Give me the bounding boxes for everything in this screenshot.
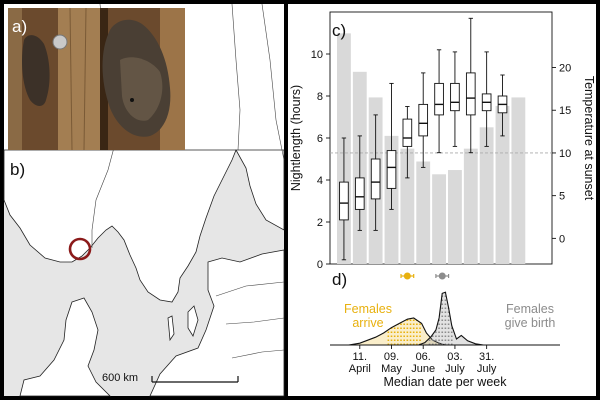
y-tick-label-left: 4: [317, 175, 323, 187]
x-tick-label-day: 09.: [384, 351, 399, 363]
y-tick-label-left: 8: [317, 91, 323, 103]
denmark-land: [19, 297, 111, 397]
y-axis-left: 0 2 4 6 8 10: [311, 49, 330, 271]
box-iqr: [339, 181, 349, 221]
x-tick-label-day: 31.: [479, 351, 494, 363]
x-tick-label-day: 03.: [447, 351, 462, 363]
baltic-borders: [215, 281, 285, 359]
y-tick-label-left: 6: [317, 133, 323, 145]
x-tick-label-month: July: [477, 363, 497, 375]
small-bat: [22, 35, 50, 106]
y-axis-right: 0 5 10 15 20: [552, 63, 571, 245]
y-tick-label-left: 2: [317, 217, 323, 229]
x-tick-label-month: July: [445, 363, 465, 375]
y-tick-label-right: 20: [559, 63, 571, 75]
temperature-bar: [511, 97, 526, 264]
box-iqr: [402, 118, 413, 147]
mean-markers: [400, 272, 450, 280]
y-tick-label-right: 10: [559, 148, 571, 160]
finland-land: [235, 149, 285, 231]
panel-label-c: c): [332, 21, 346, 40]
x-tick-label-day: 11.: [353, 351, 367, 363]
temperature-bar: [463, 148, 478, 264]
y-tick-label-right: 0: [559, 233, 565, 245]
panel-label-a: a): [12, 17, 27, 36]
wood-plank: [58, 8, 100, 150]
box-iqr: [450, 82, 460, 112]
boxplots: [339, 17, 508, 261]
gotland-island: [187, 305, 199, 337]
y-tick-label-left: 10: [311, 49, 323, 61]
finland-russia-border: [261, 3, 285, 161]
temperature-bar: [448, 170, 462, 264]
x-axis-d-title: Median date per week: [384, 375, 508, 389]
map-scale-label: 600 km: [102, 372, 138, 384]
x-tick-label-month: May: [381, 363, 402, 375]
y-tick-label-right: 15: [559, 105, 571, 117]
y-tick-label-left: 0: [317, 259, 323, 271]
box-iqr: [354, 177, 365, 210]
panel-label-b: b): [10, 160, 25, 179]
mean-point: [438, 272, 446, 280]
density-curves: [348, 291, 484, 346]
box-iqr: [465, 72, 476, 116]
screw-icon: [52, 34, 68, 50]
oland-island: [167, 315, 175, 342]
temperature-bar: [495, 105, 510, 265]
temperature-bars: [337, 33, 526, 265]
series-label-arrive-line1: Females: [344, 302, 392, 316]
wood-grain: [83, 7, 87, 151]
baltic-land: [149, 249, 285, 397]
density-curve: [418, 291, 484, 346]
box-iqr: [418, 103, 429, 137]
bat-eye: [130, 98, 134, 102]
nightlength-boxplot: 0 2 4 6 8 10 0 5 10 15 20 Nightlength (hours) Tem…: [289, 11, 596, 271]
temperature-bar: [479, 127, 494, 264]
series-label-birth-line1: Females: [506, 302, 554, 316]
x-tick-label-month: June: [411, 363, 435, 375]
temperature-bar: [400, 148, 415, 264]
x-tick-label-month: April: [349, 363, 371, 375]
mean-point: [403, 272, 411, 280]
large-bat-fur: [120, 57, 163, 121]
bat-photo-panel: a): [8, 7, 185, 151]
y-axis-left-title: Nightlength (hours): [289, 85, 303, 191]
series-label-arrive-line2: arrive: [352, 316, 383, 330]
y-axis-right-title: Temperature at sunset: [582, 76, 596, 201]
series-label-birth-line2: give birth: [505, 316, 556, 330]
sweden-finland-border: [231, 3, 241, 151]
wood-grain: [69, 7, 73, 151]
temperature-bar: [416, 161, 431, 264]
box-iqr: [434, 82, 444, 116]
box-iqr: [370, 158, 381, 200]
study-site-marker: [68, 237, 92, 261]
panel-label-d: d): [332, 270, 347, 289]
y-tick-label-right: 5: [559, 191, 565, 203]
map-scale-bar: 600 km: [102, 372, 239, 384]
temperature-bar: [432, 174, 446, 264]
x-tick-label-day: 06.: [416, 351, 431, 363]
box-iqr: [386, 150, 397, 189]
scandinavia-land: [3, 149, 237, 303]
wood-plank: [8, 8, 22, 150]
